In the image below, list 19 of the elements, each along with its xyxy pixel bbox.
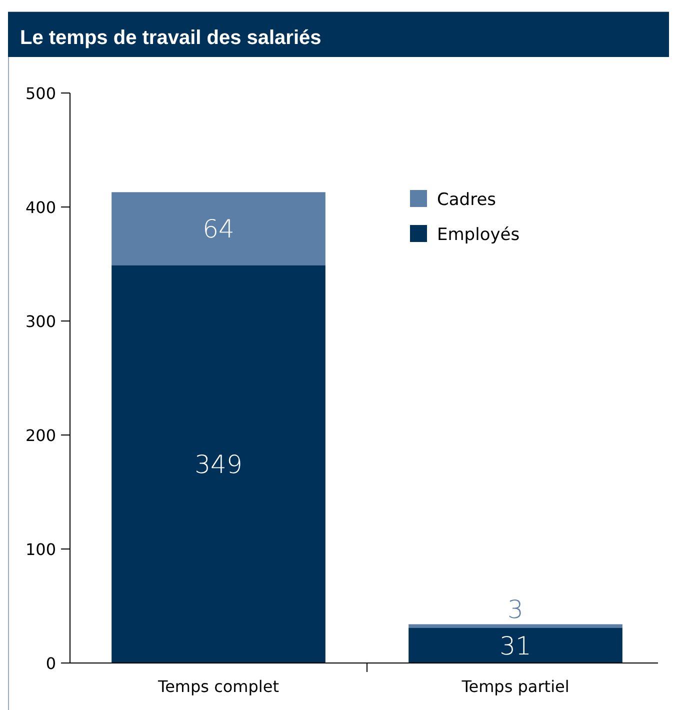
bar: [408, 628, 622, 663]
bar: [408, 624, 622, 628]
legend-label: Cadres: [437, 190, 496, 210]
y-tick-label: 0: [46, 654, 56, 673]
y-tick-label: 100: [25, 540, 56, 559]
y-tick-label: 200: [25, 426, 56, 445]
data-label: 31: [500, 631, 532, 660]
data-label: 3: [508, 595, 524, 624]
bar: [112, 192, 326, 266]
bar: [112, 265, 326, 663]
legend-label: Employés: [437, 225, 520, 245]
y-tick-label: 500: [25, 84, 56, 103]
data-label: 64: [202, 214, 234, 244]
y-tick-label: 300: [25, 312, 56, 331]
chart-title: Le temps de travail des salariés: [20, 27, 322, 49]
data-label: 349: [194, 450, 242, 480]
y-tick-label: 400: [25, 198, 56, 217]
x-tick-label: Temps partiel: [460, 677, 570, 696]
x-tick-label: Temps complet: [157, 677, 279, 696]
